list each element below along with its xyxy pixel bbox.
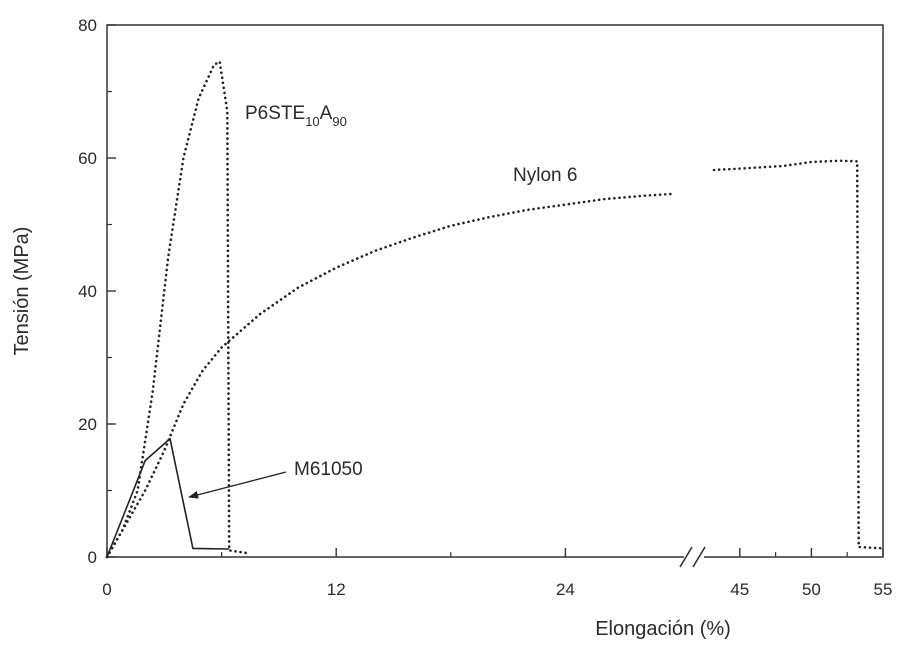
annotation-p6ste-mid: A bbox=[320, 103, 333, 124]
series-layer bbox=[105, 60, 885, 559]
y-tick-label: 0 bbox=[88, 548, 97, 567]
y-tick-label: 60 bbox=[78, 149, 97, 168]
series-line-p6ste10a90 bbox=[105, 60, 248, 559]
x-axis-title: Elongación (%) bbox=[595, 618, 731, 640]
annotation-nylon-6: Nylon 6 bbox=[513, 165, 577, 186]
annotation-p6ste-sub1: 10 bbox=[305, 114, 319, 129]
annotation-m61050: M61050 bbox=[294, 459, 363, 480]
annotation-p6ste10a90: P6STE10A90 bbox=[245, 103, 347, 129]
y-tick-label: 40 bbox=[78, 282, 97, 301]
annotation-p6ste-base: P6STE bbox=[245, 103, 305, 124]
y-axis-title: Tensión (MPa) bbox=[11, 227, 33, 356]
y-tick-label: 80 bbox=[78, 16, 97, 35]
series-line-m61050 bbox=[106, 437, 230, 558]
x-tick-label: 24 bbox=[556, 580, 575, 599]
plot-frame bbox=[106, 24, 884, 558]
x-tick-label: 55 bbox=[874, 580, 893, 599]
y-tick-label: 20 bbox=[78, 415, 97, 434]
m61050-arrow bbox=[188, 471, 287, 499]
x-tick-label: 0 bbox=[102, 580, 111, 599]
x-tick-label: 12 bbox=[327, 580, 346, 599]
series-line-nylon-6 bbox=[712, 159, 885, 550]
y-axis-ticks: 0 20 40 60 80 bbox=[78, 16, 116, 567]
axis-break-gap bbox=[684, 550, 704, 564]
annotation-p6ste-sub2: 90 bbox=[332, 114, 346, 129]
x-axis-ticks: 0 12 24 45 50 55 bbox=[102, 548, 892, 599]
x-tick-label: 50 bbox=[802, 580, 821, 599]
series-line-nylon-6 bbox=[105, 192, 674, 559]
axis-break-marks bbox=[679, 546, 706, 568]
x-tick-label: 45 bbox=[730, 580, 749, 599]
